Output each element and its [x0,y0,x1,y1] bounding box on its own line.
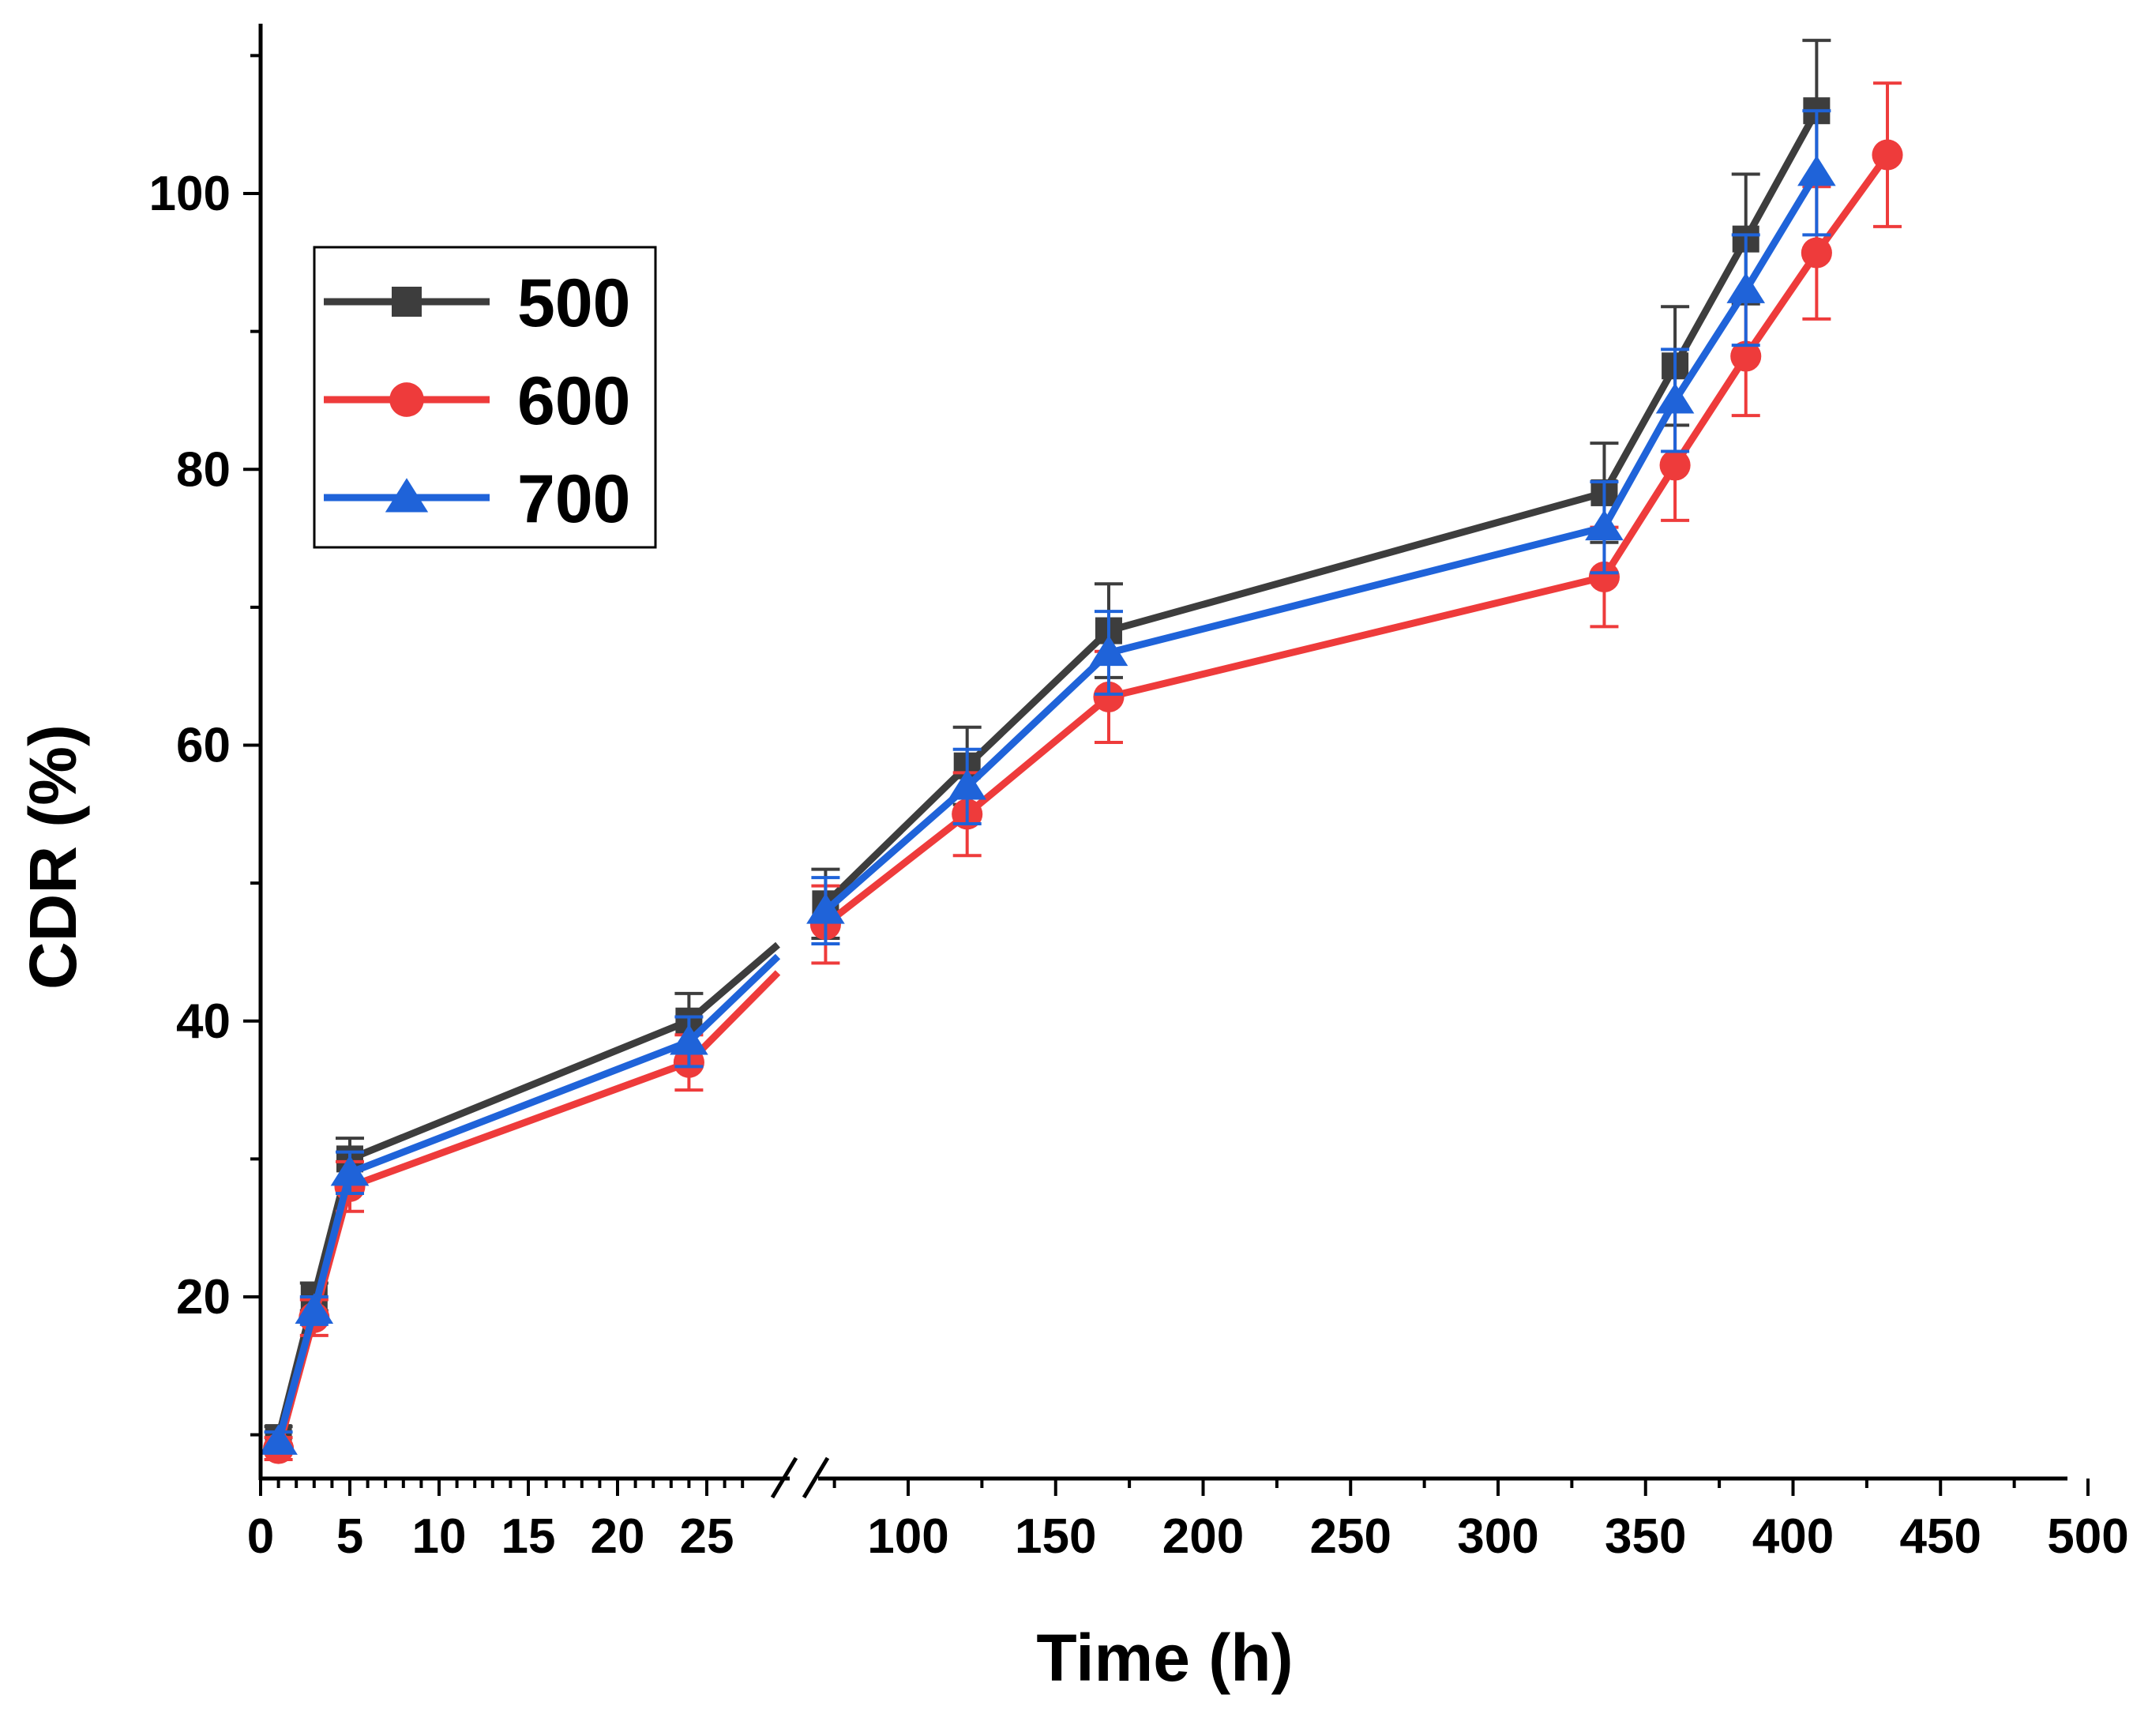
x-tick-label: 350 [1605,1509,1686,1564]
x-tick-label: 300 [1457,1509,1538,1564]
legend-label-500: 500 [517,265,631,341]
series-line-right-700 [818,171,1820,918]
data-point-600 [1588,561,1620,593]
x-tick-label: 5 [336,1509,363,1564]
data-point-600 [1872,139,1903,171]
x-tick-label: 250 [1310,1509,1391,1564]
x-tick-label: 400 [1752,1509,1834,1564]
axis-break-mark-2 [802,1456,830,1499]
data-point-700 [670,1024,708,1055]
x-tick-label: 100 [867,1509,948,1564]
data-point-700 [330,1155,370,1186]
x-tick-label: 15 [501,1509,556,1564]
x-tick-label: 20 [591,1509,645,1564]
data-point-600 [1093,681,1125,712]
series-layer [259,39,1903,1464]
data-point-700 [1726,272,1766,303]
y-tick-label: 80 [176,442,231,497]
y-tick-label: 20 [176,1270,231,1325]
y-tick-label: 100 [149,167,231,221]
data-point-600 [1730,340,1762,372]
axis-break-mark-1 [770,1456,798,1499]
x-tick-label: 25 [680,1509,734,1564]
y-axis-title: CDR (%) [16,724,90,990]
legend: 500 600 700 [313,246,657,549]
data-point-700 [948,768,987,800]
legend-label-600: 600 [517,363,631,439]
axes-layer: 20 40 60 80 100 0 5 10 15 20 25 100 150 200 250 300 350 4… [149,24,2129,1564]
data-point-700 [259,1424,298,1455]
y-tick-label: 60 [176,719,231,773]
x-tick-label: 150 [1015,1509,1096,1564]
data-point-700 [1089,635,1128,667]
x-tick-label: 200 [1162,1509,1244,1564]
legend-label-700: 700 [517,461,631,537]
x-tick-label: 500 [2047,1509,2128,1564]
series-700 [259,109,1836,1455]
x-tick-label: 450 [1900,1509,1981,1564]
data-point-600 [1801,237,1832,269]
y-tick-label: 40 [176,994,231,1049]
x-tick-label: 10 [412,1509,467,1564]
x-axis-title: Time (h) [1036,1621,1293,1695]
data-point-700 [1797,155,1836,186]
data-point-700 [295,1293,334,1325]
data-point-600 [1659,449,1691,481]
legend-marker-700 [385,478,429,513]
data-point-700 [806,892,845,924]
x-tick-label: 0 [247,1509,274,1564]
data-point-700 [1655,382,1695,414]
data-point-700 [1585,509,1624,541]
legend-marker-500 [392,287,422,317]
series-line-right-500 [819,109,1820,911]
legend-marker-600 [389,382,424,417]
